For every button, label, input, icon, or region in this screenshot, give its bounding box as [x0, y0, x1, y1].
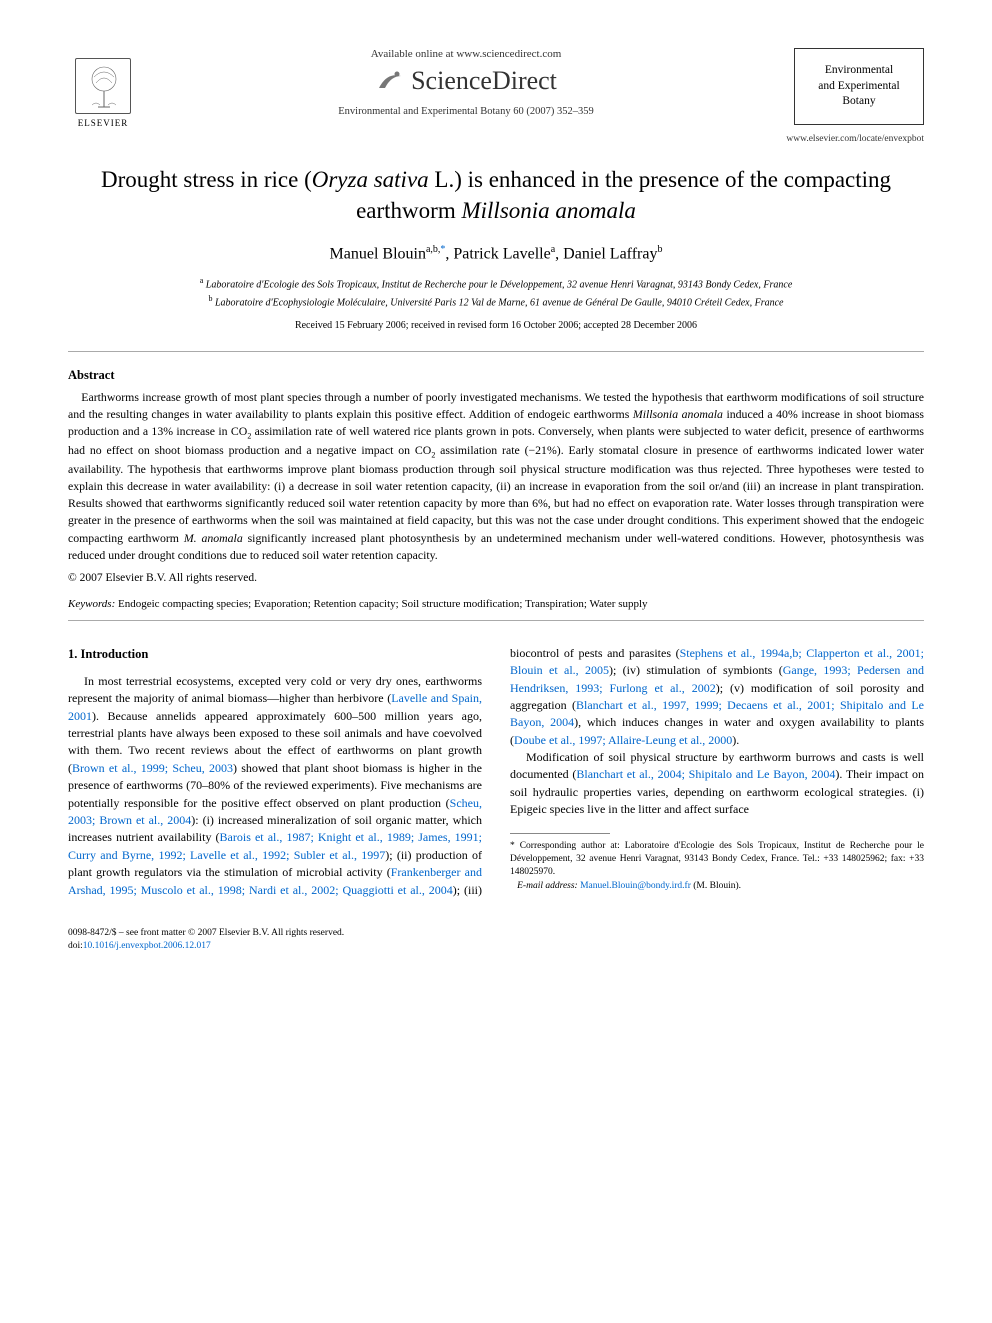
- elsevier-logo: ELSEVIER: [68, 48, 138, 128]
- journal-title-box: Environmental and Experimental Botany: [794, 48, 924, 125]
- title-text: Drought stress in rice (: [101, 167, 312, 192]
- body-text: ); (iv) stimulation of symbionts (: [609, 663, 783, 677]
- keywords-line: Keywords: Endogeic compacting species; E…: [68, 598, 924, 610]
- footnote-separator: [510, 833, 610, 834]
- journal-url: www.elsevier.com/locate/envexpbot: [68, 134, 924, 144]
- doi-link[interactable]: 10.1016/j.envexpbot.2006.12.017: [83, 941, 211, 951]
- author-affil-sup: b: [657, 244, 662, 255]
- journal-box-line: and Experimental: [801, 79, 917, 95]
- header-center: Available online at www.sciencedirect.co…: [138, 48, 794, 117]
- author-name: Manuel Blouin: [330, 245, 426, 262]
- available-online-text: Available online at www.sciencedirect.co…: [158, 48, 774, 60]
- affiliation-a: Laboratoire d'Ecologie des Sols Tropicau…: [206, 280, 792, 291]
- header-row: ELSEVIER Available online at www.science…: [68, 48, 924, 128]
- sciencedirect-logo: ScienceDirect: [375, 66, 557, 96]
- copyright-line: © 2007 Elsevier B.V. All rights reserved…: [68, 572, 924, 584]
- footnote-email-who: (M. Blouin).: [693, 881, 741, 891]
- footer-copyright: 0098-8472/$ – see front matter © 2007 El…: [68, 928, 344, 938]
- affiliation-b: Laboratoire d'Ecophysiologie Moléculaire…: [215, 297, 784, 308]
- footnote-text: * Corresponding author at: Laboratoire d…: [510, 841, 924, 878]
- author-name: Daniel Laffray: [563, 245, 657, 262]
- author-affil-sup: a: [551, 244, 555, 255]
- section-heading: 1. Introduction: [68, 645, 482, 663]
- abstract-body: Earthworms increase growth of most plant…: [68, 389, 924, 564]
- abstract-species: M. anomala: [184, 531, 243, 545]
- citation-link[interactable]: Brown et al., 1999; Scheu, 2003: [72, 761, 233, 775]
- keywords-text: Endogeic compacting species; Evaporation…: [115, 598, 647, 610]
- sciencedirect-swoosh-icon: [375, 66, 405, 96]
- authors-line: Manuel Blouina,b,*, Patrick Lavellea, Da…: [68, 244, 924, 263]
- author-affil-sup: a,b,: [426, 244, 440, 255]
- footer-doi-label: doi:: [68, 941, 83, 951]
- citation-link[interactable]: Doube et al., 1997; Allaire-Leung et al.…: [514, 733, 732, 747]
- publisher-name: ELSEVIER: [78, 118, 129, 128]
- abstract-text: assimilation rate (−21%). Early stomatal…: [68, 443, 924, 544]
- body-paragraph: Modification of soil physical structure …: [510, 749, 924, 819]
- citation-line: Environmental and Experimental Botany 60…: [158, 106, 774, 117]
- email-link[interactable]: Manuel.Blouin@bondy.ird.fr: [580, 881, 691, 891]
- title-species: Oryza sativa: [312, 167, 429, 192]
- body-columns: 1. Introduction In most terrestrial ecos…: [68, 645, 924, 899]
- divider: [68, 351, 924, 352]
- title-species: Millsonia anomala: [461, 198, 635, 223]
- citation-link[interactable]: Blanchart et al., 2004; Shipitalo and Le…: [576, 767, 835, 781]
- author-name: Patrick Lavelle: [453, 245, 550, 262]
- body-text: ).: [732, 733, 739, 747]
- journal-box-line: Botany: [801, 94, 917, 110]
- elsevier-tree-icon: [75, 58, 131, 114]
- divider: [68, 620, 924, 621]
- keywords-label: Keywords:: [68, 598, 115, 610]
- journal-box-line: Environmental: [801, 63, 917, 79]
- abstract-species: Millsonia anomala: [633, 407, 723, 421]
- footnote-email-label: E-mail address:: [517, 881, 578, 891]
- abstract-heading: Abstract: [68, 368, 924, 383]
- affiliations: a Laboratoire d'Ecologie des Sols Tropic…: [68, 275, 924, 310]
- article-dates: Received 15 February 2006; received in r…: [68, 320, 924, 331]
- page-footer: 0098-8472/$ – see front matter © 2007 El…: [68, 927, 924, 954]
- corresponding-author-link[interactable]: *: [440, 244, 445, 255]
- corresponding-author-footnote: * Corresponding author at: Laboratoire d…: [510, 840, 924, 893]
- article-title: Drought stress in rice (Oryza sativa L.)…: [68, 164, 924, 226]
- sciencedirect-label: ScienceDirect: [411, 66, 557, 96]
